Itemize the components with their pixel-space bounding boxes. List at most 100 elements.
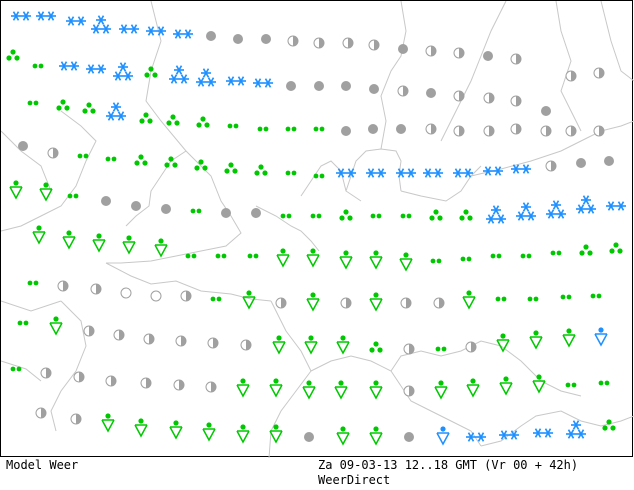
showers-icon bbox=[306, 248, 320, 268]
rain-icon bbox=[400, 213, 412, 219]
showers-icon bbox=[134, 418, 148, 438]
overcast-icon bbox=[483, 51, 493, 61]
rain-icon bbox=[27, 100, 39, 106]
rain-icon bbox=[215, 253, 227, 259]
rain-icon bbox=[285, 126, 297, 132]
rain-icon bbox=[224, 162, 238, 174]
overcast-icon bbox=[341, 126, 351, 136]
showers-icon bbox=[269, 424, 283, 444]
rain-icon bbox=[247, 253, 259, 259]
rain-icon bbox=[550, 250, 562, 256]
overcast-icon bbox=[304, 432, 314, 442]
rain-icon bbox=[134, 154, 148, 166]
partly-cloudy-icon bbox=[105, 375, 117, 387]
partly-cloudy-icon bbox=[173, 379, 185, 391]
overcast-icon bbox=[576, 158, 586, 168]
overcast-icon bbox=[398, 44, 408, 54]
showers-icon bbox=[562, 328, 576, 348]
rain-icon bbox=[67, 193, 79, 199]
rain-icon bbox=[139, 112, 153, 124]
rain-icon bbox=[194, 159, 208, 171]
rain-icon bbox=[77, 153, 89, 159]
rain-icon bbox=[370, 213, 382, 219]
partly-cloudy-icon bbox=[433, 297, 445, 309]
rain-icon bbox=[527, 296, 539, 302]
snow-icon bbox=[66, 16, 86, 26]
map-canvas bbox=[1, 1, 634, 458]
snow-icon bbox=[466, 432, 486, 442]
rain-icon bbox=[590, 293, 602, 299]
rain-icon bbox=[565, 382, 577, 388]
overcast-icon bbox=[396, 124, 406, 134]
showers-icon bbox=[334, 380, 348, 400]
rain-icon bbox=[190, 208, 202, 214]
partly-cloudy-icon bbox=[510, 95, 522, 107]
partly-cloudy-icon bbox=[483, 92, 495, 104]
rain-icon bbox=[430, 258, 442, 264]
rain-icon bbox=[144, 66, 158, 78]
rain-icon bbox=[429, 209, 443, 221]
showers-icon bbox=[269, 378, 283, 398]
partly-cloudy-icon bbox=[57, 280, 69, 292]
snow-icon bbox=[576, 195, 596, 214]
partly-cloudy-icon bbox=[593, 125, 605, 137]
partly-cloudy-icon bbox=[207, 337, 219, 349]
map-footer: Model Weer Za 09-03-13 12..18 GMT (Vr 00… bbox=[0, 457, 634, 490]
overcast-icon bbox=[131, 201, 141, 211]
rain-icon bbox=[285, 170, 297, 176]
overcast-icon bbox=[426, 88, 436, 98]
snow-icon bbox=[453, 168, 473, 178]
rain-icon bbox=[280, 213, 292, 219]
overcast-icon bbox=[161, 204, 171, 214]
snow-icon bbox=[36, 11, 56, 21]
partly-cloudy-icon bbox=[342, 37, 354, 49]
showers-icon bbox=[276, 248, 290, 268]
rain-icon bbox=[210, 296, 222, 302]
showers-icon bbox=[369, 380, 383, 400]
partly-cloudy-icon bbox=[180, 290, 192, 302]
partly-cloudy-icon bbox=[143, 333, 155, 345]
showers-icon bbox=[336, 426, 350, 446]
rain-icon bbox=[27, 280, 39, 286]
partly-cloudy-icon bbox=[545, 160, 557, 172]
snow-icon bbox=[119, 24, 139, 34]
rain-icon bbox=[560, 294, 572, 300]
overcast-icon bbox=[261, 34, 271, 44]
overcast-icon bbox=[286, 81, 296, 91]
snow-icon bbox=[423, 168, 443, 178]
partly-cloudy-icon bbox=[175, 335, 187, 347]
weather-symbols bbox=[6, 11, 626, 446]
fair-icon bbox=[150, 290, 162, 302]
snow-icon bbox=[146, 26, 166, 36]
showers-icon bbox=[39, 182, 53, 202]
rain-icon bbox=[313, 173, 325, 179]
rain-icon bbox=[310, 213, 322, 219]
snow-icon bbox=[253, 78, 273, 88]
showers-icon bbox=[272, 335, 286, 355]
rain-icon bbox=[579, 244, 593, 256]
snow-icon bbox=[336, 168, 356, 178]
partly-cloudy-icon bbox=[287, 35, 299, 47]
showers-icon bbox=[336, 335, 350, 355]
partly-cloudy-icon bbox=[453, 47, 465, 59]
rain-icon bbox=[254, 164, 268, 176]
snow-showers-icon bbox=[594, 327, 608, 347]
rain-icon bbox=[602, 419, 616, 431]
snow-icon bbox=[516, 202, 536, 221]
rain-icon bbox=[56, 99, 70, 111]
showers-icon bbox=[529, 330, 543, 350]
snow-icon bbox=[86, 64, 106, 74]
partly-cloudy-icon bbox=[425, 45, 437, 57]
snow-showers-icon bbox=[436, 426, 450, 446]
rain-icon bbox=[598, 380, 610, 386]
showers-icon bbox=[369, 250, 383, 270]
overcast-icon bbox=[369, 84, 379, 94]
showers-icon bbox=[304, 335, 318, 355]
snow-icon bbox=[396, 168, 416, 178]
rain-icon bbox=[82, 102, 96, 114]
fair-icon bbox=[120, 287, 132, 299]
showers-icon bbox=[122, 235, 136, 255]
rain-icon bbox=[105, 156, 117, 162]
partly-cloudy-icon bbox=[90, 283, 102, 295]
